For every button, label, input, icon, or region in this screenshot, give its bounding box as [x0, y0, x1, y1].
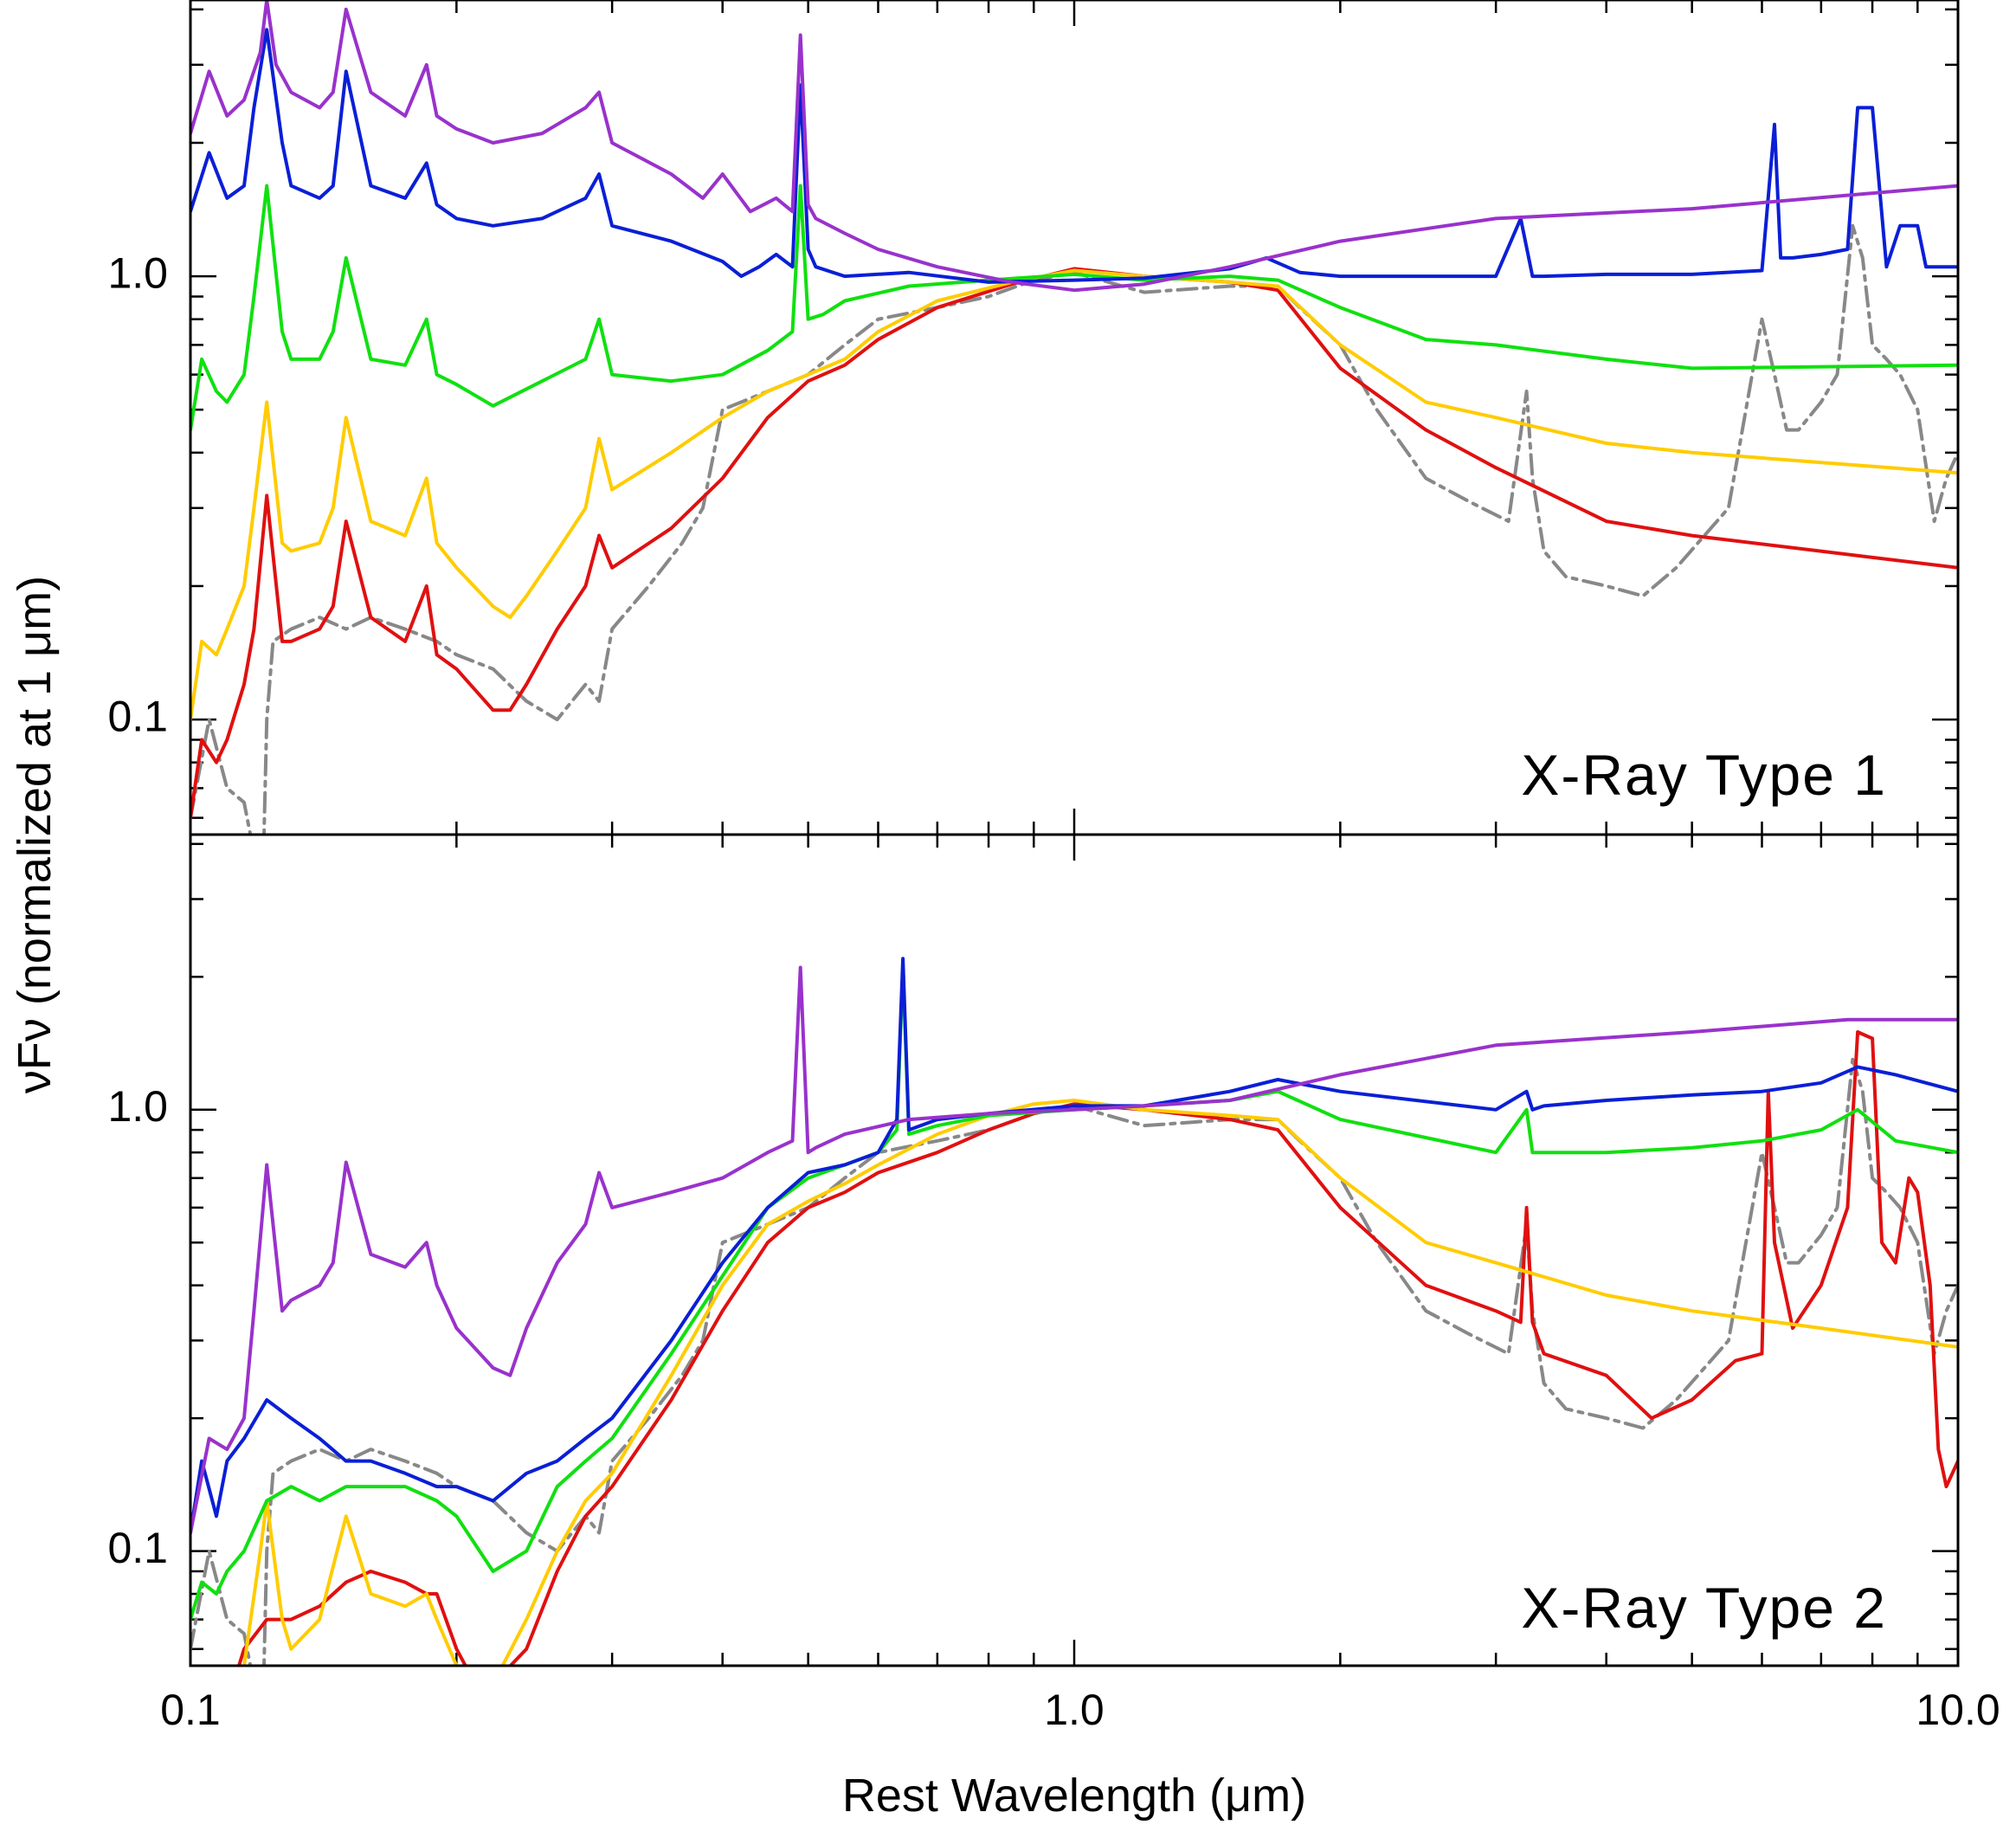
x-tick-label-10.0: 10.0: [1916, 1686, 2000, 1734]
y-tick-label-1.0: 1.0: [107, 1082, 168, 1131]
series-yellow-line: [242, 1099, 1958, 1666]
series-purple-line: [190, 965, 1958, 1535]
y-tick-label-1.0: 1.0: [107, 248, 168, 297]
series-blue-line: [190, 28, 1958, 284]
panel-1-series: [190, 0, 1958, 835]
panel-xray-type-1: 0.1 1.0 X-Ray Type 1: [107, 0, 1960, 836]
panel-2-series: [190, 957, 1958, 1666]
x-axis-title: Rest Wavelength (μm): [842, 1770, 1306, 1822]
series-green-line: [190, 184, 1958, 432]
series-purple-line: [190, 0, 1958, 293]
y-tick-label-0.1: 0.1: [107, 1524, 168, 1572]
series-green-line: [190, 965, 1958, 1622]
panel-label-type-2: X-Ray Type 2: [1521, 1576, 1887, 1640]
series-red-line: [190, 267, 1958, 820]
series-blue-line: [190, 957, 1958, 1535]
panel-xray-type-2: 0.1 1.0 X-Ray Type 2: [107, 833, 1960, 1667]
panel-1-frame: [189, 0, 1960, 836]
x-tick-label-1.0: 1.0: [1044, 1686, 1105, 1734]
panel-label-type-1: X-Ray Type 1: [1521, 743, 1887, 807]
panel-2-ticks: [189, 835, 1960, 1666]
y-tick-label-0.1: 0.1: [107, 692, 168, 740]
y-axis-title: νFν (normalized at 1 μm): [9, 576, 61, 1093]
x-tick-label-0.1: 0.1: [160, 1686, 221, 1734]
panel-2-frame: [189, 833, 1960, 1667]
series-yellow-line: [190, 268, 1958, 722]
series-red-line: [236, 1030, 1958, 1666]
panel-1-ticks: [189, 0, 1960, 835]
